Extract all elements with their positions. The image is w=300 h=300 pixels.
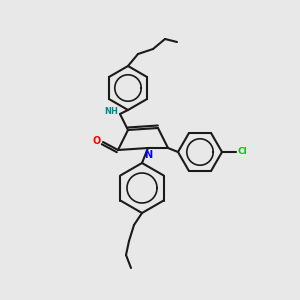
Text: Cl: Cl [237,148,247,157]
Text: NH: NH [104,107,118,116]
Text: N: N [144,150,152,160]
Text: O: O [93,136,101,146]
